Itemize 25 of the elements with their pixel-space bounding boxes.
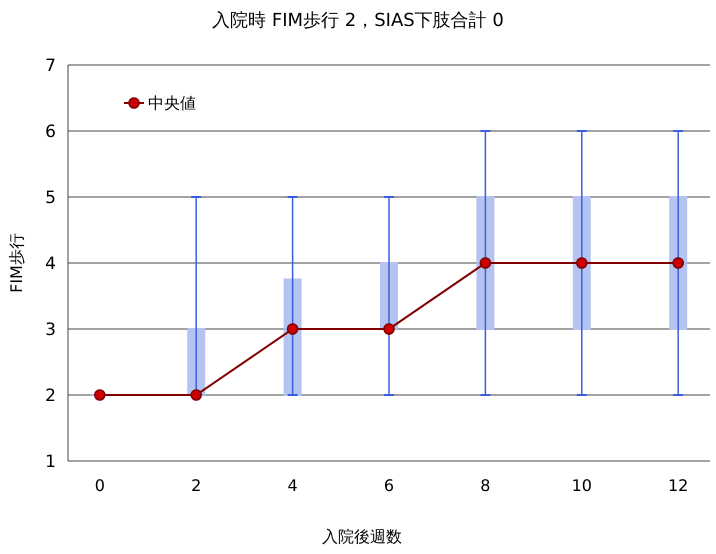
y-tick-label: 3 [45, 320, 56, 340]
x-tick-label: 0 [94, 476, 105, 495]
x-tick-label: 4 [288, 476, 298, 495]
y-tick-label: 2 [45, 386, 56, 406]
x-tick-label: 8 [480, 476, 490, 495]
y-tick-label: 7 [45, 56, 56, 76]
point [576, 257, 588, 269]
legend-label: 中央値 [148, 94, 196, 113]
point [480, 257, 492, 269]
x-tick-label: 2 [191, 476, 202, 495]
x-tick-label: 12 [668, 476, 688, 495]
chart-title: 入院時 FIM歩行 2，SIAS下肢合計 0 [212, 10, 504, 31]
y-tick-label: 4 [45, 254, 56, 274]
point [190, 389, 202, 401]
y-tick-label: 6 [45, 122, 56, 142]
x-axis-title: 入院後週数 [322, 527, 402, 546]
point [383, 323, 395, 335]
y-tick-label: 5 [45, 188, 56, 208]
point [94, 389, 106, 401]
y-tick-label: 1 [45, 452, 56, 472]
x-tick-label: 6 [384, 476, 394, 495]
y-axis-title: FIM歩行 [7, 233, 26, 293]
point [672, 257, 684, 269]
point [286, 323, 298, 335]
x-tick-label: 10 [572, 476, 592, 495]
